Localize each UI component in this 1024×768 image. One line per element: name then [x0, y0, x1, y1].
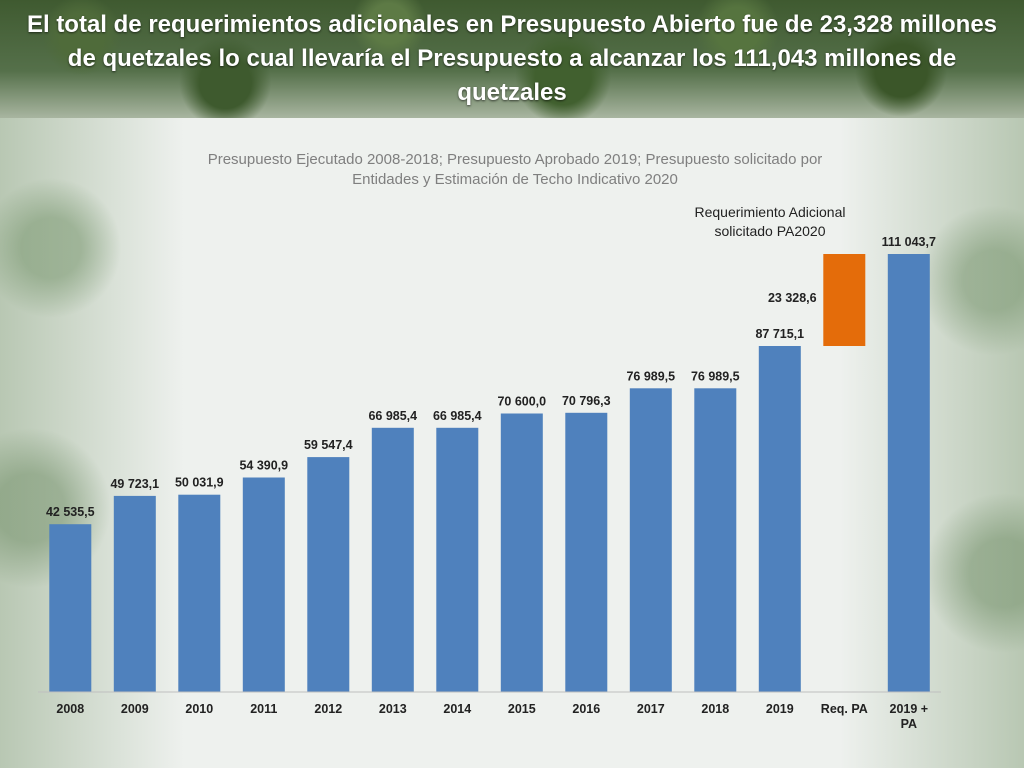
category-label: PA	[901, 717, 917, 731]
bar-2018	[694, 388, 737, 692]
value-label: 23 328,6	[768, 291, 817, 305]
value-label: 87 715,1	[755, 327, 804, 341]
category-label: 2011	[250, 702, 277, 716]
additional-requirement-annotation: Requerimiento Adicional solicitado PA202…	[694, 204, 846, 239]
category-label: 2015	[508, 702, 536, 716]
value-label: 49 723,1	[110, 477, 159, 491]
category-label: Req. PA	[821, 702, 868, 716]
category-label: 2019	[766, 702, 794, 716]
chart-subtitle: Presupuesto Ejecutado 2008-2018; Presupu…	[207, 151, 823, 188]
value-label: 54 390,9	[239, 459, 288, 473]
value-label: 70 600,0	[497, 395, 546, 409]
category-label: 2008	[56, 702, 84, 716]
bar-2014	[436, 427, 479, 692]
value-label: 76 989,5	[626, 369, 675, 383]
bar-2019	[758, 346, 801, 692]
header-forest-background	[0, 0, 1024, 118]
bar-2019-pa	[887, 254, 930, 692]
value-label: 111 043,7	[882, 235, 936, 249]
bar-2016	[565, 412, 608, 692]
category-label: 2019 +	[890, 702, 929, 716]
bar-2008	[49, 524, 92, 692]
value-label: 66 985,4	[433, 409, 482, 423]
category-label: 2014	[443, 702, 471, 716]
category-label: 2016	[572, 702, 600, 716]
bar-2012	[307, 457, 350, 692]
bar-2017	[629, 388, 672, 692]
value-label: 76 989,5	[691, 369, 740, 383]
bar-2011	[242, 477, 285, 692]
x-axis: 2008 2009 2010 2011 2012 2013 2014 2015 2016 2017…	[38, 691, 941, 731]
value-label: 66 985,4	[368, 409, 417, 423]
category-label: 2009	[121, 702, 149, 716]
bar-2010	[178, 494, 221, 692]
value-label: 59 547,4	[304, 438, 353, 452]
bar-req-pa	[823, 254, 866, 346]
value-label: 50 031,9	[175, 476, 224, 490]
category-label: 2010	[185, 702, 213, 716]
bars-group	[49, 254, 930, 692]
bar-2013	[371, 427, 414, 692]
value-label: 70 796,3	[562, 394, 611, 408]
bar-2015	[500, 413, 543, 692]
category-label: 2018	[701, 702, 729, 716]
category-label: 2013	[379, 702, 407, 716]
slide-title: El total de requerimientos adicionales e…	[26, 11, 998, 106]
category-label: 2012	[314, 702, 342, 716]
value-label: 42 535,5	[46, 505, 95, 519]
value-labels-group: 42 535,5 49 723,1 50 031,9 54 390,9 59 547,4…	[46, 235, 936, 519]
category-label: 2017	[637, 702, 665, 716]
bar-2009	[113, 495, 156, 692]
